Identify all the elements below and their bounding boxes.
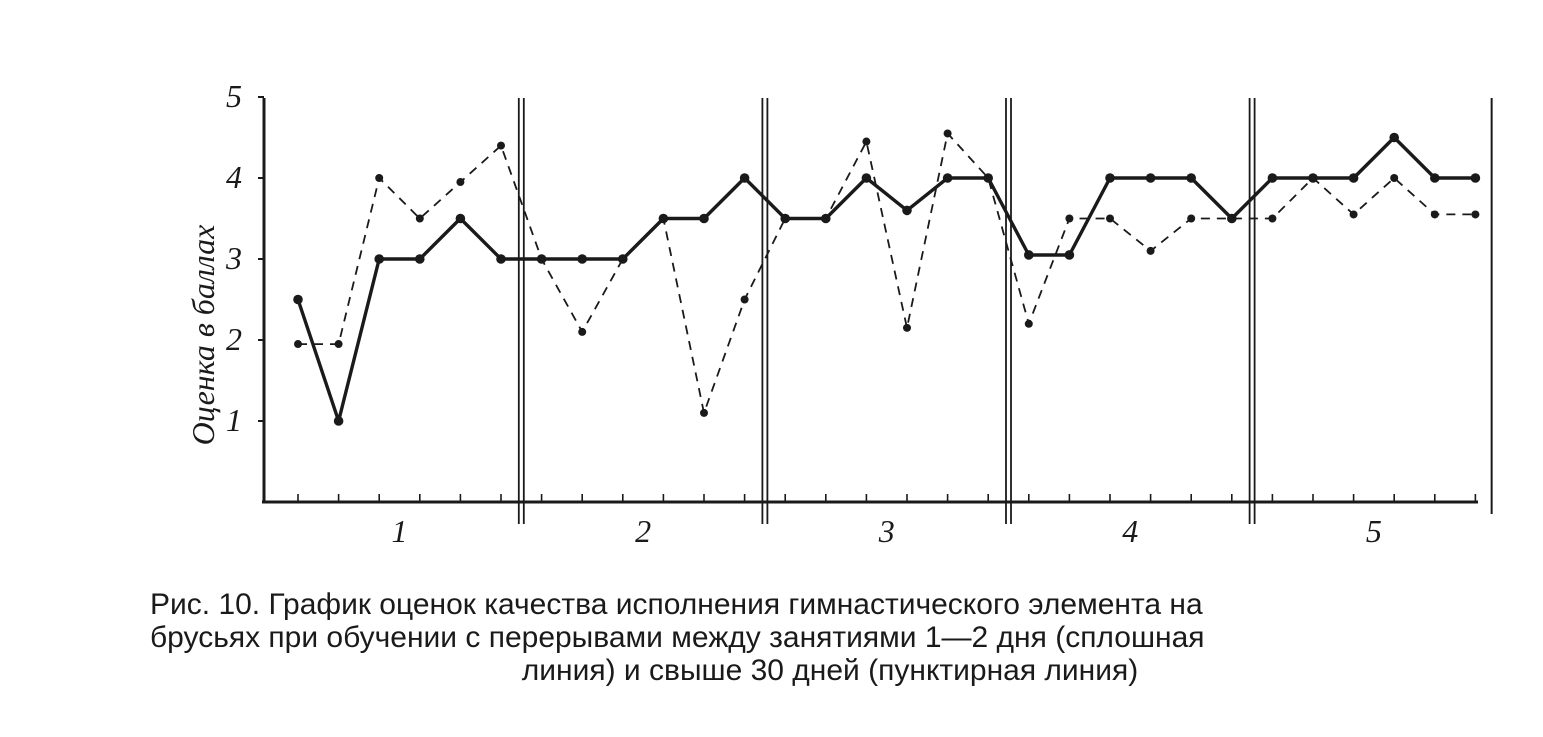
point-dashed (1227, 214, 1236, 223)
point-dashed (659, 214, 668, 223)
y-tick-label-2: 2 (226, 321, 242, 357)
point-dashed (618, 255, 627, 263)
point-dashed (578, 327, 587, 336)
point-solid (1186, 173, 1196, 183)
point-solid (415, 254, 425, 264)
point-dashed (984, 174, 993, 182)
figure-caption: Рис. 10. График оценок качества исполнен… (150, 588, 1510, 687)
point-dashed (1430, 210, 1439, 219)
y-tick-label-1: 1 (226, 402, 242, 438)
session-label-5: 5 (1366, 513, 1382, 549)
point-solid (1064, 250, 1075, 260)
session-labels: 1 2 3 4 5 (392, 513, 1382, 549)
point-solid (942, 173, 953, 183)
point-solid (1267, 173, 1278, 183)
point-dashed (1349, 210, 1358, 219)
y-tick-label-3: 3 (225, 240, 242, 276)
point-dashed (903, 323, 911, 332)
y-tick-label-4: 4 (226, 159, 242, 195)
point-dashed (781, 214, 790, 223)
point-dashed (1106, 214, 1114, 223)
point-dashed (1065, 214, 1074, 223)
point-dashed (334, 340, 343, 349)
point-dashed (1187, 214, 1196, 223)
y-tick-label-5: 5 (226, 78, 242, 114)
axes (262, 98, 1478, 504)
point-dashed (497, 141, 505, 150)
point-solid (577, 254, 587, 264)
point-dashed (375, 174, 384, 182)
caption-line-3: линия) и свыше 30 дней (пунктирная линия… (521, 654, 1139, 687)
point-dashed (1024, 319, 1033, 328)
point-dashed (943, 129, 952, 138)
point-dashed (1390, 174, 1399, 182)
point-solid (496, 254, 506, 264)
point-solid (333, 416, 344, 426)
point-solid (374, 254, 385, 264)
series-line-dashed (298, 132, 1476, 414)
point-solid (861, 173, 872, 183)
point-dashed (1268, 214, 1277, 223)
caption-line-2: брусьях при обучении с перерывами между … (150, 621, 1205, 654)
point-solid (902, 205, 912, 216)
point-solid (1024, 250, 1034, 260)
point-solid (1470, 173, 1481, 183)
point-solid (699, 213, 709, 224)
point-dashed (700, 408, 708, 417)
caption-line-1: Рис. 10. График оценок качества исполнен… (150, 588, 1203, 621)
point-solid (455, 213, 466, 224)
point-dashed (740, 295, 749, 304)
point-dashed (415, 214, 424, 223)
series-line-solid (296, 135, 1476, 423)
point-solid (293, 294, 303, 305)
point-dashed (862, 137, 871, 146)
point-dashed (821, 214, 830, 223)
point-solid (1348, 173, 1359, 183)
y-ticks: 1 2 3 4 5 (225, 78, 264, 438)
y-axis-label: Оценка в баллах (185, 225, 221, 446)
point-dashed (537, 255, 546, 263)
point-solid (1145, 173, 1156, 183)
point-solid (1430, 173, 1440, 183)
session-label-3: 3 (878, 513, 895, 549)
point-dashed (294, 340, 302, 349)
session-label-1: 1 (392, 513, 408, 549)
point-dashed (1309, 174, 1317, 182)
point-dashed (1146, 246, 1155, 255)
point-solid (1389, 132, 1399, 143)
point-dashed (1471, 210, 1480, 219)
x-ticks (297, 494, 1477, 502)
point-dashed (456, 178, 465, 187)
point-solid (739, 173, 750, 183)
session-label-2: 2 (635, 513, 651, 549)
point-solid (1105, 173, 1115, 183)
session-separators (517, 98, 1493, 524)
series-group (293, 129, 1481, 426)
session-label-4: 4 (1122, 513, 1138, 549)
